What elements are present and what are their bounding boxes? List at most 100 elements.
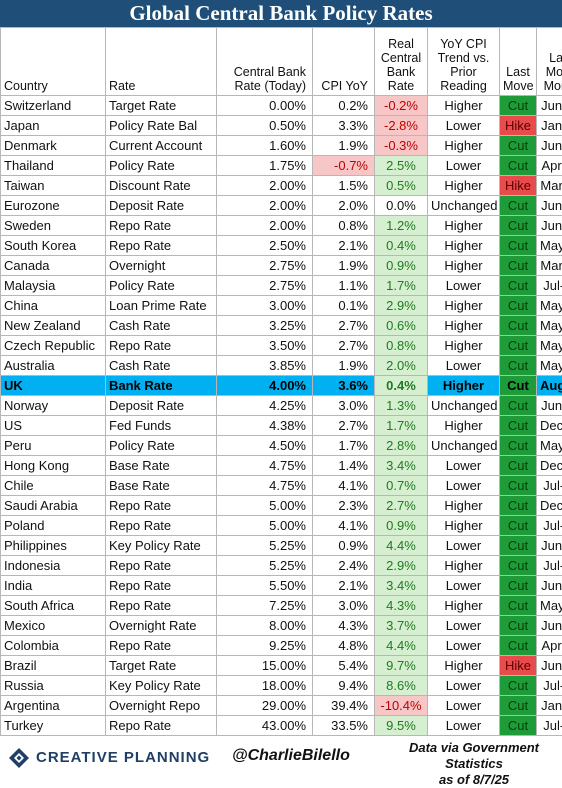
cell-country: Eurozone — [1, 196, 106, 216]
cell-cpi-yoy: 3.0% — [313, 396, 375, 416]
cell-central-bank-rate: 2.00% — [217, 176, 313, 196]
cell-real-rate: 2.0% — [375, 356, 428, 376]
cell-cpi-trend: Lower — [428, 716, 500, 736]
cell-cpi-trend: Higher — [428, 236, 500, 256]
cell-last-move-month: May-25 — [537, 236, 562, 256]
footer: CREATIVE PLANNING @CharlieBilello Data v… — [0, 737, 562, 779]
cell-country: UK — [1, 376, 106, 396]
cell-last-move-month: Jun-25 — [537, 616, 562, 636]
cell-real-rate: 1.2% — [375, 216, 428, 236]
cell-cpi-trend: Higher — [428, 496, 500, 516]
cell-rate-name: Repo Rate — [106, 576, 217, 596]
cell-last-move-month: May-25 — [537, 356, 562, 376]
cell-central-bank-rate: 29.00% — [217, 696, 313, 716]
creative-planning-logo-icon — [8, 747, 30, 769]
cell-cpi-yoy: 1.1% — [313, 276, 375, 296]
cell-central-bank-rate: 9.25% — [217, 636, 313, 656]
cell-last-move: Cut — [500, 296, 537, 316]
cell-cpi-trend: Higher — [428, 336, 500, 356]
cell-real-rate: 3.4% — [375, 456, 428, 476]
cell-last-move: Cut — [500, 476, 537, 496]
cell-cpi-yoy: 1.4% — [313, 456, 375, 476]
cell-cpi-trend: Lower — [428, 276, 500, 296]
cell-central-bank-rate: 2.75% — [217, 256, 313, 276]
source-line-2: as of 8/7/25 — [390, 772, 558, 788]
cell-cpi-trend: Higher — [428, 516, 500, 536]
cell-cpi-trend: Unchanged — [428, 436, 500, 456]
header-last-move: Last Move — [500, 28, 537, 96]
cell-last-move: Cut — [500, 196, 537, 216]
cell-real-rate: -10.4% — [375, 696, 428, 716]
cell-central-bank-rate: 2.00% — [217, 216, 313, 236]
cell-cpi-trend: Higher — [428, 256, 500, 276]
cell-last-move: Cut — [500, 636, 537, 656]
cell-country: Canada — [1, 256, 106, 276]
cell-rate-name: Cash Rate — [106, 356, 217, 376]
cell-country: Colombia — [1, 636, 106, 656]
cell-real-rate: 8.6% — [375, 676, 428, 696]
cell-rate-name: Deposit Rate — [106, 396, 217, 416]
cell-last-move-month: Apr-25 — [537, 156, 562, 176]
cell-last-move: Cut — [500, 456, 537, 476]
cell-rate-name: Deposit Rate — [106, 196, 217, 216]
cell-last-move: Cut — [500, 716, 537, 736]
cell-last-move: Cut — [500, 356, 537, 376]
cell-real-rate: 0.0% — [375, 196, 428, 216]
cell-rate-name: Discount Rate — [106, 176, 217, 196]
cell-cpi-yoy: 4.8% — [313, 636, 375, 656]
cell-last-move-month: May-25 — [537, 316, 562, 336]
cell-central-bank-rate: 3.85% — [217, 356, 313, 376]
cell-cpi-trend: Lower — [428, 536, 500, 556]
cell-rate-name: Repo Rate — [106, 716, 217, 736]
cell-real-rate: 2.9% — [375, 296, 428, 316]
cell-real-rate: -0.2% — [375, 96, 428, 116]
cell-last-move-month: May-25 — [537, 436, 562, 456]
cell-last-move: Cut — [500, 376, 537, 396]
cell-rate-name: Fed Funds — [106, 416, 217, 436]
cell-last-move-month: Jul-25 — [537, 476, 562, 496]
cell-real-rate: 0.9% — [375, 256, 428, 276]
cell-country: Sweden — [1, 216, 106, 236]
cell-country: New Zealand — [1, 316, 106, 336]
cell-rate-name: Target Rate — [106, 96, 217, 116]
cell-central-bank-rate: 8.00% — [217, 616, 313, 636]
cell-cpi-yoy: 4.1% — [313, 516, 375, 536]
cell-central-bank-rate: 2.75% — [217, 276, 313, 296]
cell-country: Brazil — [1, 656, 106, 676]
cell-last-move: Cut — [500, 216, 537, 236]
cell-cpi-yoy: 5.4% — [313, 656, 375, 676]
cell-cpi-yoy: 0.2% — [313, 96, 375, 116]
cell-cpi-yoy: -0.7% — [313, 156, 375, 176]
header-central-bank-rate: Central Bank Rate (Today) — [217, 28, 313, 96]
cell-cpi-trend: Higher — [428, 96, 500, 116]
author-handle: @CharlieBilello — [232, 747, 350, 765]
cell-real-rate: 9.5% — [375, 716, 428, 736]
cell-cpi-trend: Lower — [428, 616, 500, 636]
cell-last-move-month: Dec-24 — [537, 456, 562, 476]
cell-last-move: Cut — [500, 436, 537, 456]
cell-central-bank-rate: 1.75% — [217, 156, 313, 176]
cell-cpi-yoy: 2.0% — [313, 196, 375, 216]
cell-cpi-trend: Unchanged — [428, 196, 500, 216]
cell-country: US — [1, 416, 106, 436]
cell-last-move: Cut — [500, 256, 537, 276]
cell-cpi-trend: Lower — [428, 576, 500, 596]
cell-country: Russia — [1, 676, 106, 696]
source-line-1: Data via Government Statistics — [390, 740, 558, 772]
cell-rate-name: Overnight Repo — [106, 696, 217, 716]
cell-last-move-month: Apr-25 — [537, 636, 562, 656]
cell-real-rate: 2.5% — [375, 156, 428, 176]
header-rate: Rate — [106, 28, 217, 96]
